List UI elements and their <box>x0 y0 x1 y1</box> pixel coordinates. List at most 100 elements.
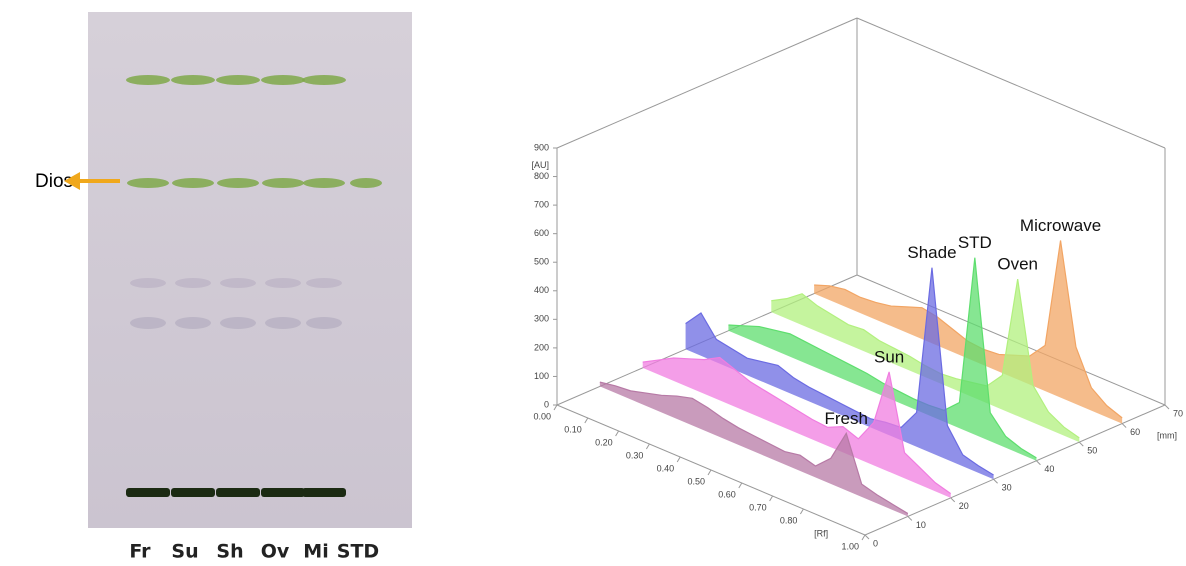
box-edge <box>856 17 1166 149</box>
z-tick <box>864 534 870 540</box>
x-tick <box>645 443 650 450</box>
lane-label: STD <box>337 541 379 563</box>
series-label: Microwave <box>1020 216 1101 235</box>
y-tick-label: 100 <box>534 371 549 381</box>
x-tick <box>738 482 743 489</box>
band <box>171 488 215 497</box>
x-tick-label: 1.00 <box>841 541 859 551</box>
trace-line <box>599 381 909 515</box>
x-tick-label: 0.50 <box>687 476 705 486</box>
band <box>130 278 166 288</box>
z-tick-label: 20 <box>959 501 969 511</box>
band <box>130 317 166 329</box>
z-axis-label: [mm] <box>1157 430 1177 440</box>
z-axis <box>864 404 1166 536</box>
band <box>216 488 260 497</box>
y-axis-label: [AU] <box>531 160 549 170</box>
marker-arrowhead <box>64 172 80 190</box>
band <box>306 278 342 288</box>
band <box>172 178 214 188</box>
z-tick <box>907 516 913 521</box>
z-tick-label: 60 <box>1130 427 1140 437</box>
lane-label: Fr <box>129 541 151 563</box>
band <box>220 278 256 288</box>
x-tick-label: 0.60 <box>718 489 736 499</box>
series-label: Fresh <box>825 409 868 428</box>
trace-area <box>814 240 1123 424</box>
band <box>175 278 211 288</box>
z-tick-label: 10 <box>916 520 926 530</box>
x-tick <box>769 495 774 502</box>
z-tick <box>1036 460 1041 466</box>
x-tick <box>615 430 620 437</box>
trace-line <box>642 356 952 495</box>
band <box>126 488 170 497</box>
marker-label: Dios <box>35 171 73 192</box>
band <box>171 75 215 85</box>
z-tick-label: 50 <box>1087 446 1097 456</box>
band <box>261 75 305 85</box>
x-tick-label: 0.30 <box>626 450 644 460</box>
x-tick-label: 0.10 <box>564 424 582 434</box>
y-tick-label: 300 <box>534 314 549 324</box>
z-tick <box>993 478 998 484</box>
tlc-plate <box>88 12 412 528</box>
lane-label: Mi <box>303 541 328 563</box>
x-tick-label: 0.20 <box>595 437 613 447</box>
x-axis-label: [Rf] <box>814 528 828 538</box>
x-tick <box>584 417 589 424</box>
x-tick-label: 0.80 <box>780 515 798 525</box>
z-tick <box>1078 441 1084 447</box>
z-tick-label: 30 <box>1002 483 1012 493</box>
y-tick-label: 400 <box>534 285 549 295</box>
series-label: Oven <box>997 255 1038 274</box>
z-tick <box>950 497 956 503</box>
band <box>306 317 342 329</box>
y-tick-label: 600 <box>534 228 549 238</box>
y-tick-label: 800 <box>534 171 549 181</box>
x-tick <box>799 508 804 515</box>
band <box>216 75 260 85</box>
lane-label: Ov <box>261 541 290 563</box>
trace-area <box>685 267 994 480</box>
trace-line <box>685 267 994 476</box>
y-tick-label: 500 <box>534 257 549 267</box>
z-tick-label: 70 <box>1173 408 1183 418</box>
trace-area <box>599 382 908 517</box>
lane-label: Su <box>171 541 198 563</box>
y-tick-label: 0 <box>544 399 549 409</box>
x-tick-label: 0.70 <box>749 502 767 512</box>
band <box>262 178 304 188</box>
x-tick <box>861 534 866 541</box>
series-label: STD <box>958 233 992 252</box>
trace-line <box>728 257 1037 459</box>
y-tick-label: 900 <box>534 142 549 152</box>
series-label: Sun <box>874 347 904 366</box>
band <box>302 488 346 497</box>
band <box>265 278 301 288</box>
box-edge <box>556 17 858 149</box>
band <box>303 178 345 188</box>
band <box>127 178 169 188</box>
x-tick-label: 0.40 <box>657 463 675 473</box>
band <box>220 317 256 329</box>
plate-bands <box>126 75 382 497</box>
series-label: Shade <box>907 243 956 262</box>
band <box>261 488 305 497</box>
x-tick <box>707 469 712 476</box>
trace-area <box>771 279 1080 443</box>
band <box>217 178 259 188</box>
band <box>302 75 346 85</box>
x-tick-label: 0.00 <box>533 411 551 421</box>
band <box>126 75 170 85</box>
trace-area <box>642 357 951 498</box>
y-tick-label: 700 <box>534 199 549 209</box>
y-tick-label: 200 <box>534 342 549 352</box>
z-tick-label: 40 <box>1044 464 1054 474</box>
band <box>265 317 301 329</box>
z-tick-label: 0 <box>873 538 878 548</box>
z-tick <box>1164 404 1170 410</box>
x-tick <box>553 404 558 411</box>
trace-area <box>728 257 1037 461</box>
